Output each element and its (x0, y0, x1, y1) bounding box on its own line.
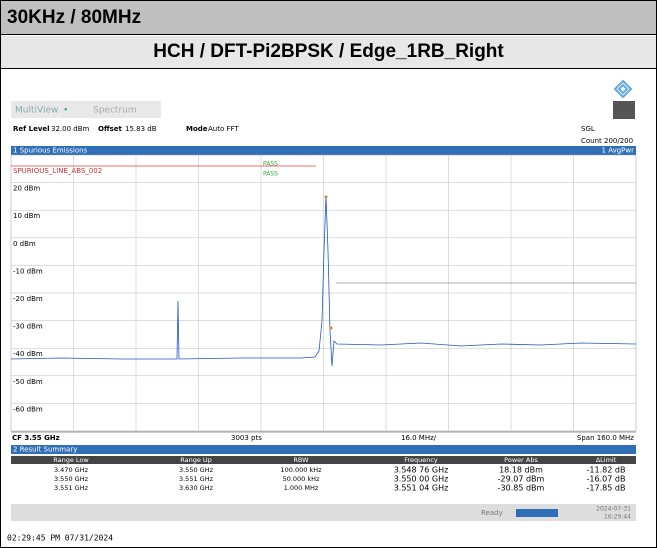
cell: 3.551 04 GHz (394, 484, 449, 493)
title: 30KHz / 80MHz (7, 7, 142, 28)
label: Offset (98, 125, 123, 133)
cell: 3.550 00 GHz (394, 475, 449, 484)
y-label: 10 dBm (13, 212, 40, 220)
progress (516, 509, 558, 517)
screenshot: MultiView • Spectrum Ref Level 32.00 dBm… (7, 79, 637, 543)
y-label: -30 dBm (13, 323, 43, 331)
column-header: Power Abs (504, 456, 538, 464)
sweep: SGL (581, 125, 595, 133)
cell: 1.000 MHz (284, 484, 319, 492)
cell: 100.000 kHz (280, 466, 322, 474)
count: Count 200/200 (581, 137, 633, 145)
value: 15.83 dB (125, 125, 157, 133)
cf: CF 3.55 GHz (12, 434, 60, 442)
column-header: Range Low (53, 456, 89, 464)
label: Mode (186, 125, 208, 133)
subtitle: HCH / DFT-Pi2BPSK / Edge_1RB_Right (153, 41, 504, 62)
y-label: -20 dBm (13, 295, 43, 303)
trace-label: 1 AvgPwr (602, 147, 635, 155)
marker (324, 195, 328, 199)
y-label: -60 dBm (13, 405, 43, 413)
tab[interactable]: MultiView (15, 106, 58, 116)
cell: 3.551 GHz (54, 484, 89, 492)
window-bar (11, 146, 636, 155)
menu-button[interactable] (613, 101, 635, 119)
limit-line-label: SPURIOUS_LINE_ABS_002 (13, 167, 102, 175)
timestamp: 02:29:45 PM 07/31/2024 (7, 534, 113, 543)
cell: -29.07 dBm (498, 475, 545, 484)
status: Ready (481, 509, 503, 517)
cell: 50.000 kHz (283, 475, 320, 483)
column-header: RBW (293, 456, 309, 464)
pass: PASS (263, 171, 278, 178)
y-label: -40 dBm (13, 350, 43, 358)
cell: -16.07 dB (587, 475, 626, 484)
cell: 3.548 76 GHz (394, 466, 449, 475)
label: Ref Level (13, 125, 50, 133)
tab-bar (11, 101, 161, 118)
logo (613, 79, 633, 99)
cell: -30.85 dBm (498, 484, 545, 493)
cell: 3.551 GHz (179, 475, 214, 483)
span: Span 160.0 MHz (577, 434, 634, 442)
y-label: -10 dBm (13, 267, 43, 275)
cell: 3.470 GHz (54, 466, 89, 474)
tab[interactable]: Spectrum (93, 106, 137, 116)
value: Auto FFT (208, 125, 239, 133)
column-header: Frequency (404, 456, 438, 464)
y-label: 0 dBm (13, 240, 36, 248)
tab-dot: • (63, 106, 68, 116)
y-label: -50 dBm (13, 378, 43, 386)
summary-title: 2 Result Summary (13, 446, 77, 454)
subtitle-row: HCH / DFT-Pi2BPSK / Edge_1RB_Right (1, 36, 656, 69)
cell: -11.82 dB (587, 466, 626, 475)
marker (329, 326, 333, 330)
column-header: ΔLimit (596, 456, 617, 464)
value: 32.00 dBm (51, 125, 90, 133)
cell: 3.550 GHz (54, 475, 89, 483)
time: 16:29:44 (604, 514, 631, 521)
window-title: 1 Spurious Emissions (13, 147, 88, 155)
column-header: Range Up (180, 456, 212, 464)
pass: PASS (263, 161, 278, 168)
summary-bar (11, 445, 636, 454)
y-label: 20 dBm (13, 185, 40, 193)
summary-header (11, 456, 636, 464)
status-bar (11, 504, 636, 521)
cell: -17.85 dB (587, 484, 626, 493)
points: 3003 pts (231, 434, 262, 442)
cell: 18.18 dBm (499, 466, 543, 475)
cell: 3.550 GHz (179, 466, 214, 474)
div: 16.0 MHz/ (401, 434, 437, 442)
title-row: 30KHz / 80MHz (1, 1, 656, 35)
cell: 3.630 GHz (179, 484, 214, 492)
date: 2024-07-31 (596, 506, 631, 513)
